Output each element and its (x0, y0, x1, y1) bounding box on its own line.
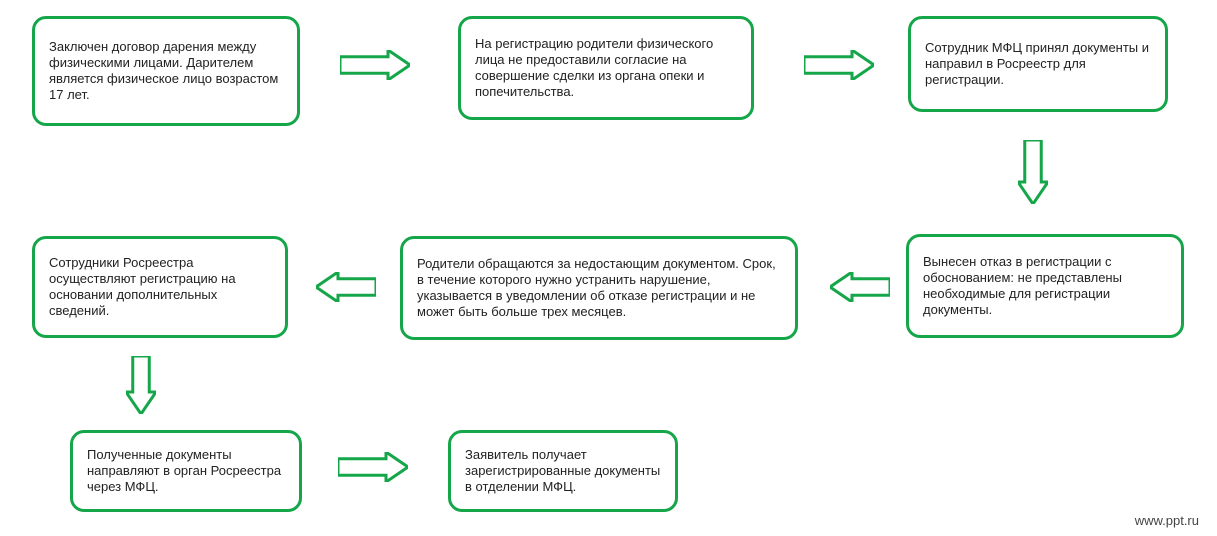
flow-arrow-a6 (126, 356, 156, 414)
flow-node-text: Вынесен отказ в регистрации с обосновани… (923, 254, 1167, 319)
flow-node-text: Полученные документы направляют в орган … (87, 447, 285, 496)
flow-node-text: Сотрудник МФЦ принял документы и направи… (925, 40, 1151, 89)
flow-node-text: Заявитель получает зарегистрированные до… (465, 447, 661, 496)
flow-node-text: Сотрудники Росреестра осуществляют регис… (49, 255, 271, 320)
flow-arrow-a3 (1018, 140, 1048, 204)
flow-node-n6: Сотрудники Росреестра осуществляют регис… (32, 236, 288, 338)
flow-arrow-a5 (316, 272, 376, 302)
flow-node-n5: Родители обращаются за недостающим докум… (400, 236, 798, 340)
flow-arrow-a2 (804, 50, 874, 80)
flow-arrow-a7 (338, 452, 408, 482)
flow-arrow-a4 (830, 272, 890, 302)
flow-node-text: На регистрацию родители физического лица… (475, 36, 737, 101)
footer-link: www.ppt.ru (1135, 513, 1199, 528)
flow-node-n1: Заключен договор дарения между физически… (32, 16, 300, 126)
flow-node-n3: Сотрудник МФЦ принял документы и направи… (908, 16, 1168, 112)
flow-node-text: Родители обращаются за недостающим докум… (417, 256, 781, 321)
flow-node-n2: На регистрацию родители физического лица… (458, 16, 754, 120)
flow-node-n4: Вынесен отказ в регистрации с обосновани… (906, 234, 1184, 338)
flow-node-n7: Полученные документы направляют в орган … (70, 430, 302, 512)
flow-arrow-a1 (340, 50, 410, 80)
flow-node-n8: Заявитель получает зарегистрированные до… (448, 430, 678, 512)
flow-node-text: Заключен договор дарения между физически… (49, 39, 283, 104)
